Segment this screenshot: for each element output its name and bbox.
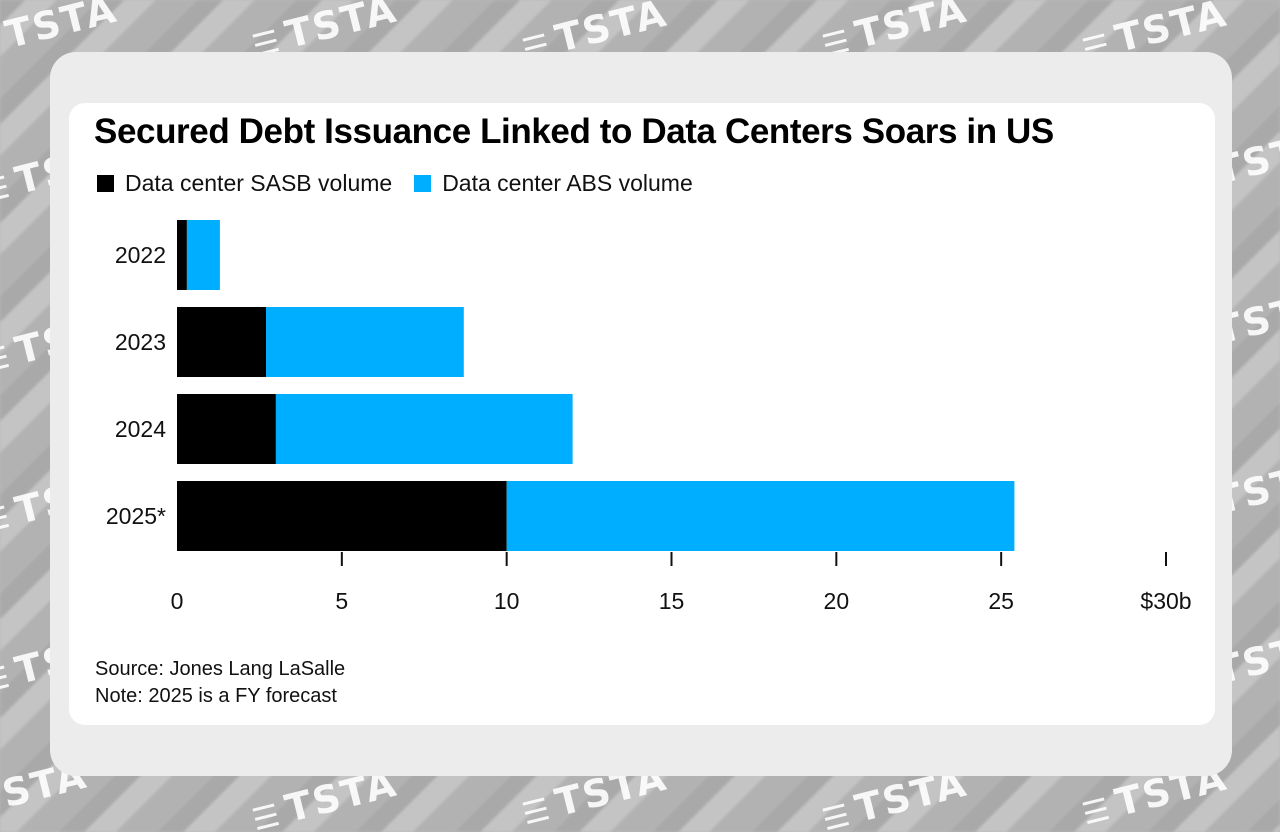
bar-abs-2025 (506, 481, 1015, 551)
y-tick-label: 2023 (115, 329, 166, 355)
bar-sasb-2024 (177, 394, 276, 464)
forecast-note: Note: 2025 is a FY forecast (95, 685, 337, 707)
legend-label-abs: Data center ABS volume (442, 170, 693, 196)
x-tick-label: 20 (824, 588, 850, 614)
x-tick-label: 15 (659, 588, 685, 614)
x-tick-label: $30b (1140, 588, 1191, 614)
bar-abs-2022 (186, 220, 220, 290)
x-tick-label: 5 (335, 588, 348, 614)
y-tick-label: 2024 (115, 416, 166, 442)
bar-sasb-2025 (177, 481, 507, 551)
legend-label-sasb: Data center SASB volume (125, 170, 393, 196)
bar-sasb-2022 (177, 220, 187, 290)
chart-notes: Source: Jones Lang LaSalle Note: 2025 is… (95, 656, 345, 710)
y-tick-label: 2025* (106, 503, 166, 529)
legend-item-sasb: Data center SASB volume (97, 170, 392, 197)
x-tick-label: 0 (171, 588, 184, 614)
legend-swatch-abs (414, 175, 432, 192)
x-tick-label: 10 (494, 588, 520, 614)
bar-abs-2024 (275, 394, 573, 464)
chart-title: Secured Debt Issuance Linked to Data Cen… (94, 112, 1054, 151)
bar-abs-2023 (266, 307, 464, 377)
source-note: Source: Jones Lang LaSalle (95, 658, 346, 680)
x-tick-label: 25 (988, 588, 1014, 614)
bar-sasb-2023 (177, 307, 266, 377)
legend-item-abs: Data center ABS volume (414, 170, 693, 197)
y-tick-label: 2022 (115, 242, 166, 268)
chart-legend: Data center SASB volume Data center ABS … (97, 170, 715, 197)
legend-swatch-sasb (97, 175, 114, 192)
